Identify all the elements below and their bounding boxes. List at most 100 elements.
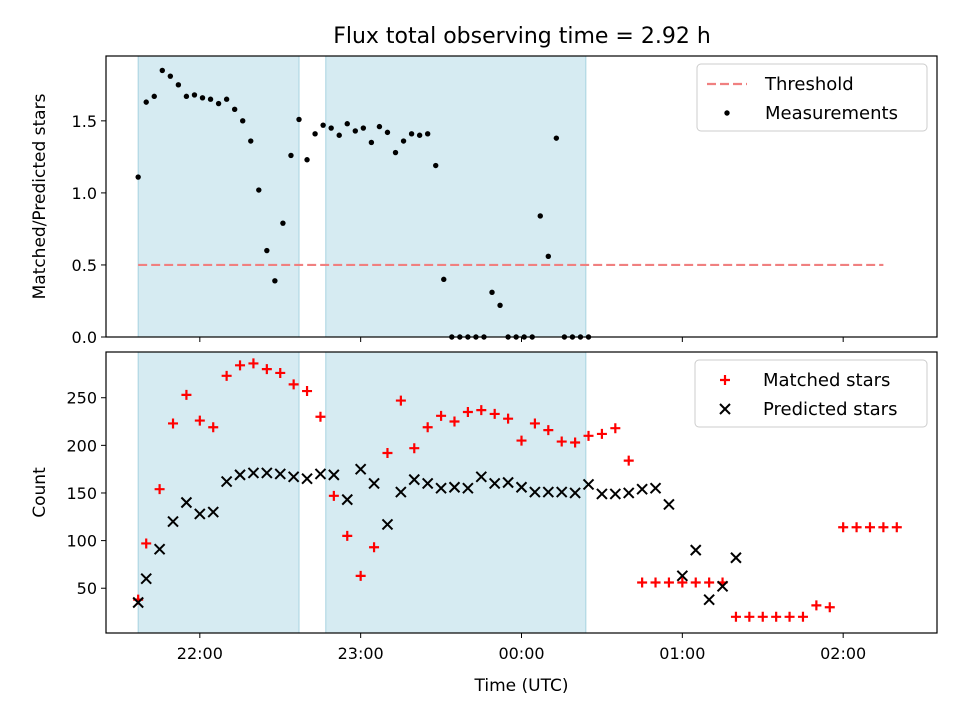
shaded-interval [137,351,300,634]
legend-label: Measurements [765,103,898,124]
data-point [703,593,715,606]
data-point [462,482,474,494]
legend-swatch-matched [720,375,730,385]
data-point [676,570,689,582]
data-point [582,478,595,491]
data-point [248,358,259,369]
data-point [132,596,144,609]
data-point [596,488,608,500]
data-point [583,430,594,441]
y-tick-label: 100 [66,532,97,551]
data-point [274,468,286,480]
data-point [261,467,273,479]
data-point [240,118,246,124]
y-tick-label: 1.0 [72,184,97,203]
shaded-interval [137,55,300,338]
data-point [690,577,701,588]
data-point [435,482,447,494]
data-point [328,469,340,481]
data-point [650,577,661,588]
data-point [248,138,254,144]
data-point [231,106,238,113]
data-point [851,522,862,533]
data-point [296,116,302,123]
data-point [207,96,214,102]
data-point [838,522,849,533]
data-point [135,174,141,180]
data-point [264,247,270,254]
data-point [716,580,729,593]
data-point [143,99,149,105]
data-point [475,471,487,483]
x-tick-label: 22:00 [177,644,223,663]
data-point [529,418,540,429]
data-point [441,276,447,283]
data-point [199,95,206,101]
data-point [421,477,434,490]
legend-label: Matched stars [763,370,890,391]
data-point [167,515,179,528]
data-point [360,125,367,131]
data-point [159,67,165,74]
data-point [502,476,514,489]
data-point [280,220,286,226]
data-point [315,411,326,422]
data-point [503,413,514,424]
data-point [180,496,193,509]
data-point [556,436,567,447]
x-tick-label: 00:00 [498,644,544,663]
data-point [261,364,272,375]
data-point [489,408,500,419]
y-tick-label: 250 [66,389,97,408]
data-point [515,481,528,493]
data-point [623,455,634,466]
data-point [797,611,808,622]
data-point [677,577,688,588]
data-point [529,486,541,498]
data-point [153,543,166,555]
data-point [320,122,326,128]
data-point [381,518,394,531]
data-point [168,418,179,429]
data-point [342,530,353,541]
data-point [312,131,318,137]
top-panel: 0.0 0.5 1.0 1.5 Matched/Predicted stars Thres… [30,55,938,347]
data-point [704,577,715,588]
data-point [489,289,495,296]
x-tick-label: 23:00 [338,644,384,663]
data-point [207,506,219,518]
data-point [302,386,313,397]
data-point [433,162,439,169]
y-tick-label: 150 [66,484,97,503]
shaded-interval [325,351,587,634]
data-point [220,475,233,488]
data-point [194,508,206,520]
data-point [234,469,246,481]
data-point [824,602,835,613]
data-point [569,487,581,499]
data-point [369,542,380,553]
legend-label: Predicted stars [763,399,897,420]
data-point [141,538,152,549]
legend-box [694,359,928,428]
data-point [395,395,406,406]
data-point [462,407,473,418]
legend-label: Threshold [764,74,854,95]
data-point [215,100,222,107]
data-point [543,425,554,436]
data-point [436,410,447,421]
data-point [167,73,174,79]
data-point [545,253,552,260]
legend: Matched stars Predicted stars [694,359,928,428]
bottom-panel: 50 100 150 200 250 22:00 23:00 00:00 01:00 02:00 C… [30,351,938,696]
data-point [663,498,675,511]
data-point [771,611,782,622]
data-point [288,379,299,390]
data-point [304,157,310,163]
data-point [744,611,755,622]
data-point [194,415,205,426]
data-point [448,481,461,493]
y-tick-label: 1.5 [72,112,97,131]
data-point [247,467,260,479]
data-point [376,123,383,130]
